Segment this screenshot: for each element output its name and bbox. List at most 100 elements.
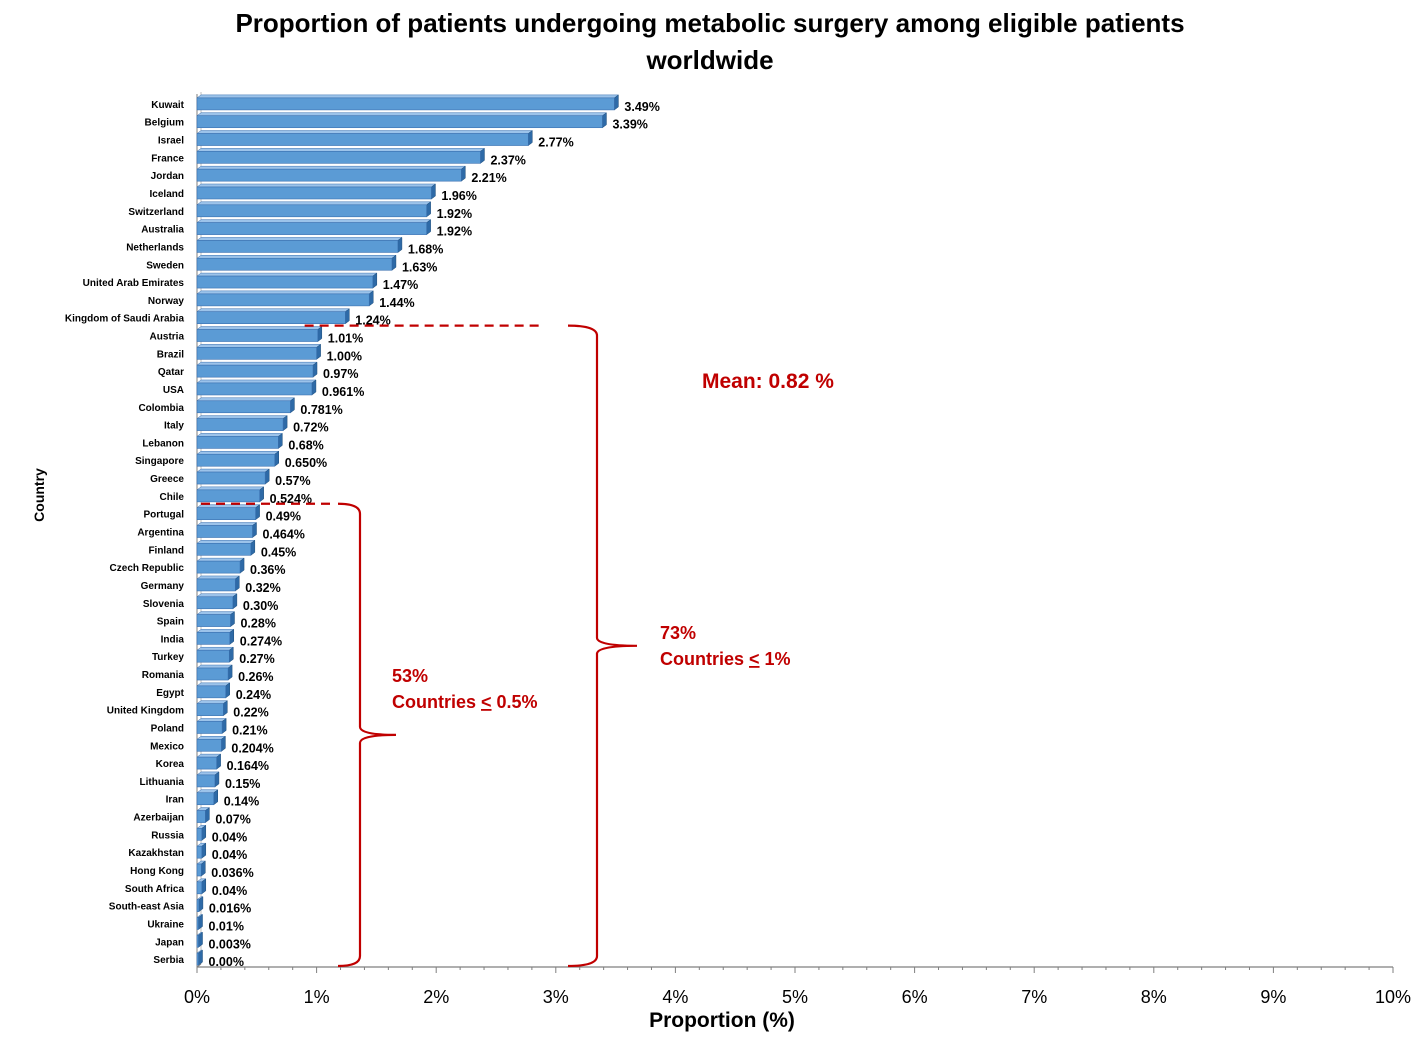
data-label: 0.27% xyxy=(239,652,274,666)
bar-side-face xyxy=(480,147,485,164)
bar xyxy=(196,329,319,342)
bar-top-face xyxy=(196,575,241,580)
bar xyxy=(196,240,399,253)
x-tick-label: 1% xyxy=(304,987,330,1007)
bar xyxy=(196,222,427,235)
bar-top-face xyxy=(196,557,245,562)
category-label: Finland xyxy=(148,545,184,556)
bar xyxy=(196,614,231,627)
bar-top-face xyxy=(196,700,229,704)
data-label: 3.39% xyxy=(612,118,647,132)
data-label: 3.49% xyxy=(624,100,659,114)
category-label: Spain xyxy=(157,617,184,628)
bar-side-face xyxy=(235,575,240,592)
bar xyxy=(196,436,279,449)
bar xyxy=(196,917,199,930)
group-1pct-symbol: < xyxy=(749,649,760,669)
bar-side-face xyxy=(259,486,264,503)
bar-side-face xyxy=(229,628,235,645)
bar-top-face xyxy=(196,718,227,722)
bar-top-face xyxy=(196,664,233,669)
group-1pct-suffix: 1% xyxy=(760,649,791,669)
data-label: 0.28% xyxy=(240,617,275,631)
data-label: 0.04% xyxy=(212,830,247,844)
category-label: Ukraine xyxy=(147,919,184,930)
bar-top-face xyxy=(196,397,296,402)
bar-side-face xyxy=(274,450,279,467)
bar-side-face xyxy=(230,611,235,628)
bar-side-face xyxy=(227,664,233,681)
bar-side-face xyxy=(225,682,230,699)
bar-top-face xyxy=(196,415,288,419)
bar-side-face xyxy=(316,343,321,360)
bar-top-face xyxy=(196,682,231,687)
bar xyxy=(196,257,393,271)
data-label: 1.44% xyxy=(379,296,414,310)
data-label: 0.781% xyxy=(300,403,342,417)
category-label: Israel xyxy=(158,136,184,147)
bar-side-face xyxy=(223,700,228,717)
category-label: Egypt xyxy=(156,688,184,699)
bar xyxy=(196,133,529,146)
group-half-pct-prefix: Countries xyxy=(392,692,481,712)
bar-side-face xyxy=(255,504,260,521)
category-label: United Kingdom xyxy=(107,706,184,717)
bar-side-face xyxy=(426,219,431,236)
bar-side-face xyxy=(216,753,221,770)
bar-side-face xyxy=(290,397,295,414)
category-label: Lebanon xyxy=(142,438,184,449)
group-1pct-prefix: Countries xyxy=(660,649,749,669)
x-tick-label: 5% xyxy=(782,987,808,1007)
data-label: 0.036% xyxy=(211,866,253,880)
bar-side-face xyxy=(345,308,350,325)
bar-side-face xyxy=(391,254,397,271)
data-label: 0.961% xyxy=(322,385,364,399)
data-label: 1.00% xyxy=(327,349,362,363)
bar xyxy=(196,899,200,912)
category-label: Portugal xyxy=(143,510,184,521)
bar xyxy=(196,845,203,859)
category-label: Kuwait xyxy=(151,100,184,111)
x-tick-label: 10% xyxy=(1375,987,1411,1007)
bar-top-face xyxy=(196,290,374,295)
category-label: Sweden xyxy=(146,260,184,271)
data-label: 0.24% xyxy=(236,688,271,702)
bar-top-face xyxy=(196,219,432,223)
data-label: 0.650% xyxy=(285,456,327,470)
bar xyxy=(196,543,252,556)
category-label: Switzerland xyxy=(128,207,184,218)
x-tick-label: 4% xyxy=(662,987,688,1007)
category-label: Qatar xyxy=(158,367,184,378)
bar-side-face xyxy=(397,236,403,253)
bar-top-face xyxy=(196,130,534,134)
bar xyxy=(196,275,374,289)
bar xyxy=(196,810,206,823)
bar-side-face xyxy=(528,130,533,147)
data-label: 0.003% xyxy=(209,937,251,951)
category-label: Iceland xyxy=(150,189,184,200)
bar-side-face xyxy=(239,557,245,574)
bar xyxy=(196,525,253,538)
category-label: Slovenia xyxy=(143,599,185,610)
data-label: 0.21% xyxy=(232,723,267,737)
category-label: United Arab Emirates xyxy=(83,278,185,289)
bar-side-face xyxy=(214,771,220,788)
bar xyxy=(196,347,317,360)
bar-side-face xyxy=(213,789,218,806)
data-label: 0.04% xyxy=(212,884,247,898)
data-label: 1.92% xyxy=(437,207,472,221)
bar-side-face xyxy=(221,735,226,752)
data-label: 0.97% xyxy=(323,367,358,381)
x-tick-label: 3% xyxy=(543,987,569,1007)
bar xyxy=(196,151,481,164)
data-label: 0.57% xyxy=(275,474,310,488)
bar-side-face xyxy=(426,201,431,218)
bar-top-face xyxy=(196,486,265,491)
bar-side-face xyxy=(201,842,207,859)
bar xyxy=(196,774,216,788)
bar xyxy=(196,934,199,948)
bar xyxy=(196,632,231,645)
bar xyxy=(196,578,236,592)
category-label: Italy xyxy=(164,421,184,432)
bar xyxy=(196,738,222,752)
